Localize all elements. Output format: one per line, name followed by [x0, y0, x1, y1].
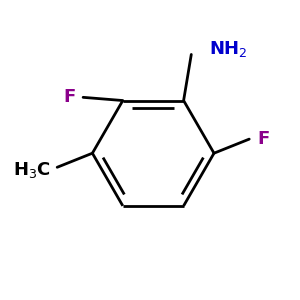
Text: F: F	[63, 88, 75, 106]
Text: H$_3$C: H$_3$C	[13, 160, 51, 180]
Text: F: F	[257, 130, 269, 148]
Text: NH$_2$: NH$_2$	[209, 39, 248, 59]
